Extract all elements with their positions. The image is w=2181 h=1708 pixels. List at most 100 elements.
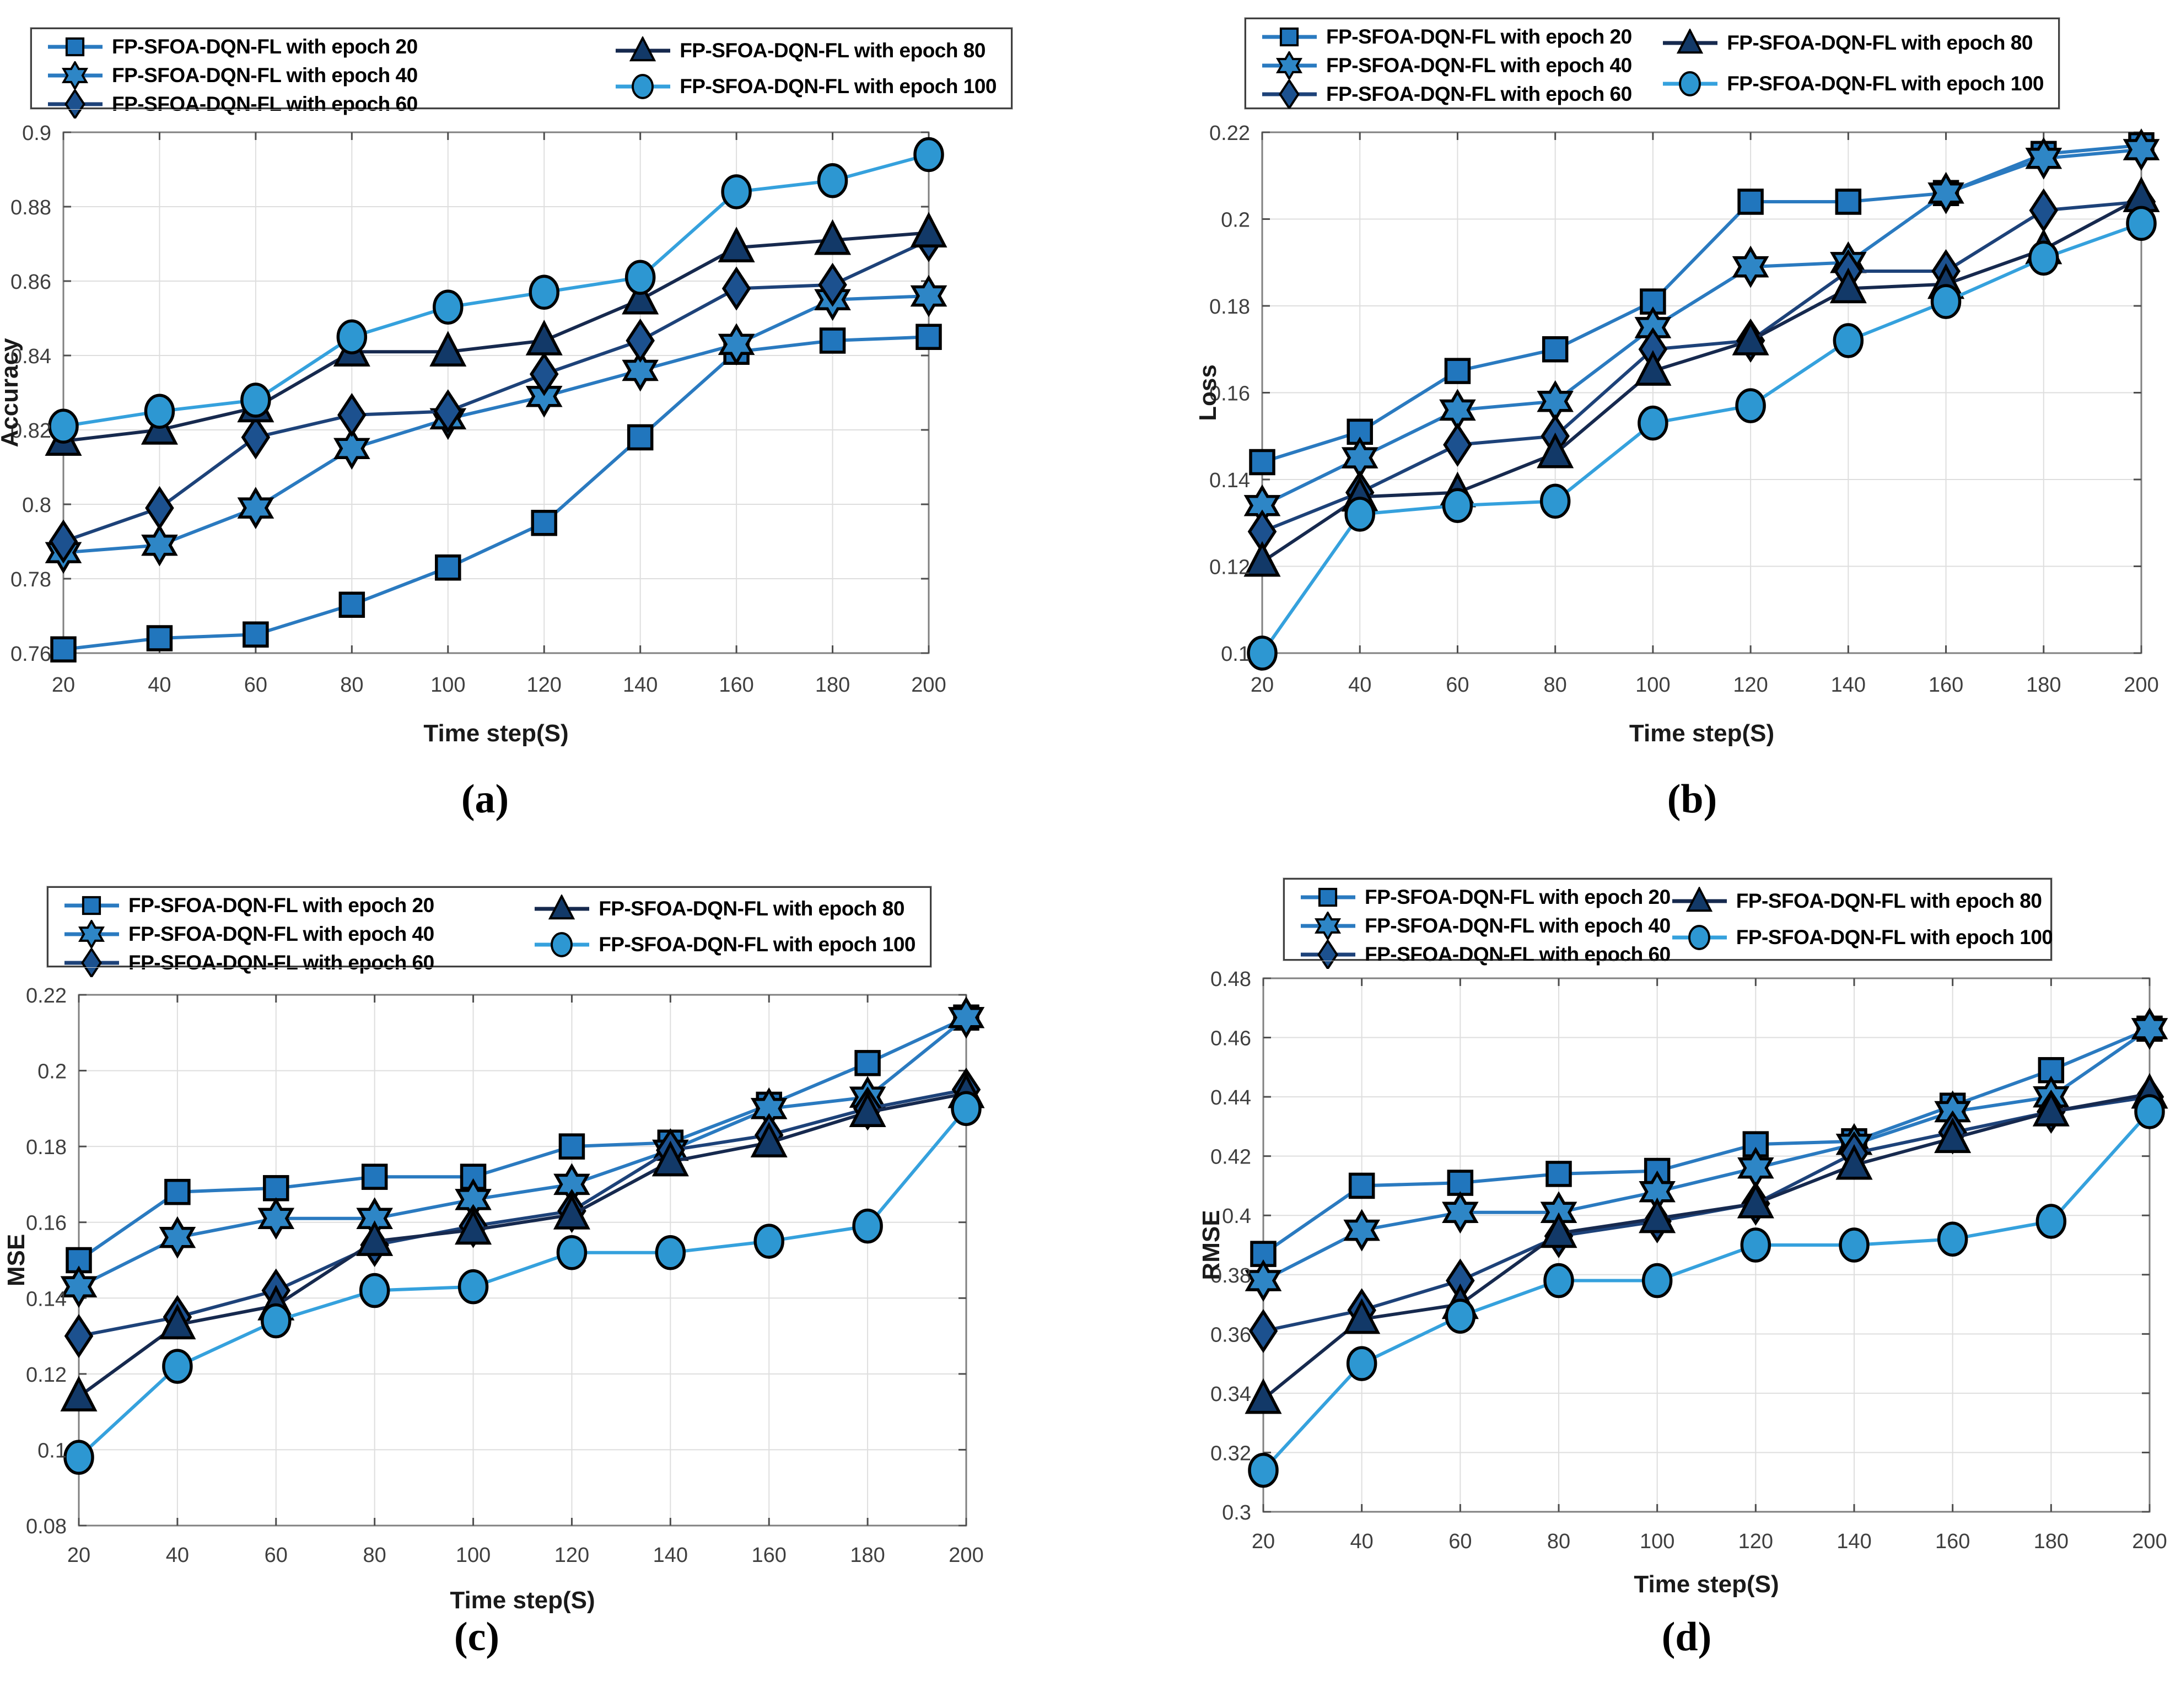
star-marker <box>1343 1209 1380 1252</box>
circle-marker <box>1442 488 1473 523</box>
legend-column: FP-SFOA-DQN-FL with epoch 80 FP-SFOA-DQN-… <box>1661 23 2044 104</box>
series-line <box>1262 143 2142 464</box>
legend-label: FP-SFOA-DQN-FL with epoch 80 <box>1727 31 2033 54</box>
circle-marker <box>261 1303 292 1339</box>
triangle-marker <box>1732 320 1769 355</box>
y-axis-label: RMSE <box>1198 1210 1225 1280</box>
y-axis-label: Accuracy <box>0 338 23 448</box>
circle-marker <box>1248 1452 1279 1488</box>
star-marker <box>60 1265 98 1308</box>
x-tick-label: 160 <box>1935 1530 1970 1553</box>
series-d-epoch-40 <box>1245 1007 2168 1302</box>
series-line <box>1261 222 2142 654</box>
y-tick-label: 0.38 <box>1210 1264 1251 1287</box>
gridlines <box>78 994 967 1526</box>
legend-label: FP-SFOA-DQN-FL with epoch 20 <box>1326 25 1632 48</box>
legend-label: FP-SFOA-DQN-FL with epoch 100 <box>1736 926 2053 949</box>
circle-marker <box>1247 635 1278 671</box>
legend-panel-b: FP-SFOA-DQN-FL with epoch 20 FP-SFOA-DQN-… <box>1244 17 2060 110</box>
y-tick-label: 0.12 <box>1209 556 1250 579</box>
x-tick-label: 160 <box>719 673 753 697</box>
series-line <box>1263 1095 2150 1333</box>
square-marker <box>1318 887 1338 907</box>
legend-item-epoch-60: FP-SFOA-DQN-FL with epoch 60 <box>1261 80 1632 109</box>
y-tick-label: 0.36 <box>1210 1323 1251 1346</box>
circle-marker <box>1445 1298 1476 1334</box>
square-marker <box>263 1175 289 1201</box>
triangle-marker <box>629 36 656 61</box>
tick-marks <box>1262 977 2151 1513</box>
legend-label: FP-SFOA-DQN-FL with epoch 100 <box>1727 72 2044 95</box>
square-marker <box>558 1133 585 1160</box>
square-marker <box>1737 188 1764 215</box>
triangle-marker <box>525 320 563 355</box>
diamond-marker <box>721 266 751 311</box>
circle-marker <box>1688 925 1710 950</box>
circle-marker <box>655 1235 686 1270</box>
x-tick-label: 80 <box>363 1544 386 1567</box>
triangle-marker <box>1343 1298 1381 1334</box>
series-line <box>78 1016 967 1262</box>
circle-legend-icon <box>535 931 590 957</box>
series-line <box>1261 148 2142 507</box>
series-a-epoch-20 <box>50 324 942 662</box>
y-tick-label: 0.8 <box>22 494 51 517</box>
y-tick-label: 0.9 <box>22 122 51 145</box>
legend-label: FP-SFOA-DQN-FL with epoch 100 <box>599 933 916 956</box>
legend-item-epoch-40: FP-SFOA-DQN-FL with epoch 40 <box>1299 912 1671 940</box>
series-line <box>78 1016 967 1289</box>
diamond-marker <box>1279 80 1300 109</box>
legend-label: FP-SFOA-DQN-FL with epoch 20 <box>128 894 434 917</box>
y-tick-label: 0.22 <box>26 984 67 1007</box>
legend-column: FP-SFOA-DQN-FL with epoch 80 FP-SFOA-DQN-… <box>533 891 916 962</box>
square-marker <box>361 1163 388 1190</box>
x-tick-label: 200 <box>2124 673 2158 697</box>
star-marker <box>1927 171 1964 214</box>
square-marker <box>1249 449 1275 476</box>
legend-column: FP-SFOA-DQN-FL with epoch 80 FP-SFOA-DQN-… <box>614 33 997 104</box>
circle-marker <box>556 1235 588 1270</box>
legend-label: FP-SFOA-DQN-FL with epoch 40 <box>1326 54 1632 77</box>
legend-item-epoch-100: FP-SFOA-DQN-FL with epoch 100 <box>614 72 997 101</box>
circle-marker <box>632 73 654 99</box>
triangle-marker <box>553 1193 590 1230</box>
square-marker <box>916 324 942 350</box>
triangle-marker <box>1829 267 1867 304</box>
x-tick-label: 160 <box>1929 673 1963 697</box>
circle-marker <box>529 274 559 310</box>
series-b-epoch-100 <box>1247 206 2157 671</box>
square-marker <box>243 621 269 648</box>
star-marker <box>2123 128 2160 171</box>
triangle-marker <box>750 1122 788 1158</box>
legend-label: FP-SFOA-DQN-FL with epoch 40 <box>1365 914 1671 937</box>
circle-marker <box>551 931 573 957</box>
series-line <box>77 1107 968 1459</box>
x-tick-label: 80 <box>1544 673 1567 697</box>
triangle-marker <box>1537 432 1574 468</box>
triangle-legend-icon <box>535 895 590 920</box>
star-legend-icon <box>1301 912 1355 940</box>
x-tick-label: 180 <box>2026 673 2061 697</box>
series-line <box>1262 1027 2151 1283</box>
series-a-epoch-40 <box>45 274 947 574</box>
x-tick-label: 60 <box>244 673 267 697</box>
star-marker <box>159 1216 196 1259</box>
circle-marker <box>1679 71 1701 96</box>
square-marker <box>1835 188 1862 215</box>
x-tick-label: 40 <box>148 673 171 697</box>
legend-item-epoch-60: FP-SFOA-DQN-FL with epoch 60 <box>46 90 418 118</box>
x-axis-label: Time step(S) <box>1629 720 1774 747</box>
circle-marker <box>1735 388 1766 423</box>
diamond-marker <box>145 486 174 530</box>
legend-item-epoch-100: FP-SFOA-DQN-FL with epoch 100 <box>533 930 916 959</box>
x-tick-label: 40 <box>166 1544 189 1567</box>
legend-item-epoch-100: FP-SFOA-DQN-FL with epoch 100 <box>1671 923 2053 952</box>
legend-column: FP-SFOA-DQN-FL with epoch 20 FP-SFOA-DQN-… <box>1261 23 1632 109</box>
chart-panel-b: 20 40 60 80 100 120 140 160 180 200 0.1 0.12 0.14 0.1… <box>1194 122 2160 747</box>
circle-marker <box>457 1269 489 1305</box>
triangle-legend-icon <box>1672 887 1727 912</box>
legend-label: FP-SFOA-DQN-FL with epoch 40 <box>112 64 418 87</box>
legend-column: FP-SFOA-DQN-FL with epoch 20 FP-SFOA-DQN-… <box>63 891 434 977</box>
circle-legend-icon <box>616 73 671 99</box>
